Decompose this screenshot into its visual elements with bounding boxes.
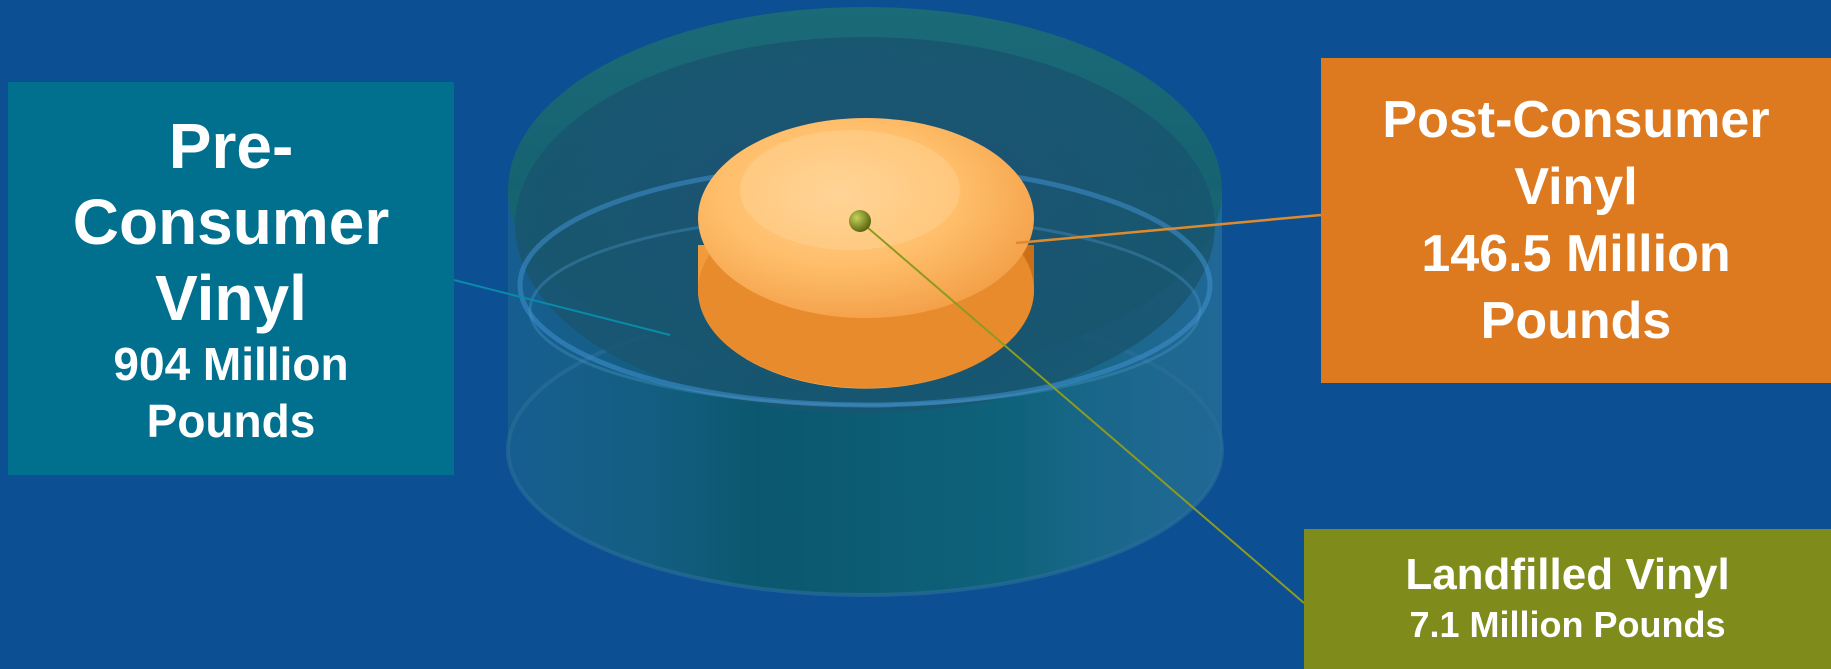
pre-consumer-title-line1: Pre- <box>168 109 294 182</box>
pre-consumer-title-line2: Consumer <box>72 185 390 258</box>
pre-consumer-label-box: Pre- Consumer Vinyl 904 Million Pounds <box>8 82 454 475</box>
pre-consumer-title-line3: Vinyl <box>155 261 307 334</box>
post-consumer-leader-line <box>1015 213 1322 245</box>
post-consumer-title-line1: Post-Consumer <box>1382 90 1770 149</box>
landfilled-label-box: Landfilled Vinyl 7.1 Million Pounds <box>1304 529 1831 669</box>
post-consumer-title-line2: Vinyl <box>1514 157 1638 216</box>
landfilled-amount: 7.1 Million Pounds <box>1409 604 1726 645</box>
pre-consumer-amount-line1: 904 Million <box>113 337 349 390</box>
pre-consumer-amount-line2: Pounds <box>146 394 316 447</box>
post-consumer-puck <box>698 118 1034 389</box>
landfilled-leader-line <box>859 220 1305 604</box>
post-consumer-amount-line2: Pounds <box>1480 291 1672 350</box>
pre-consumer-leader-line <box>453 279 671 336</box>
landfilled-ball <box>849 210 871 232</box>
post-consumer-label-box: Post-Consumer Vinyl 146.5 Million Pounds <box>1321 58 1831 383</box>
post-consumer-amount-line1: 146.5 Million <box>1421 224 1731 283</box>
landfilled-title: Landfilled Vinyl <box>1405 550 1730 599</box>
